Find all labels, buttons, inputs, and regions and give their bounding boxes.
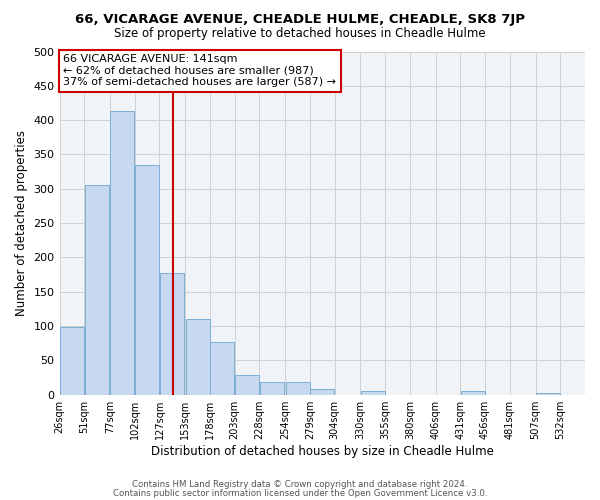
Text: Contains public sector information licensed under the Open Government Licence v3: Contains public sector information licen…	[113, 488, 487, 498]
Bar	[211, 342, 234, 394]
Bar	[536, 392, 560, 394]
Text: Contains HM Land Registry data © Crown copyright and database right 2024.: Contains HM Land Registry data © Crown c…	[132, 480, 468, 489]
Bar	[185, 319, 209, 394]
Bar	[60, 327, 84, 394]
Bar	[135, 165, 159, 394]
Text: Size of property relative to detached houses in Cheadle Hulme: Size of property relative to detached ho…	[114, 28, 486, 40]
X-axis label: Distribution of detached houses by size in Cheadle Hulme: Distribution of detached houses by size …	[151, 444, 494, 458]
Bar	[260, 382, 284, 394]
Y-axis label: Number of detached properties: Number of detached properties	[15, 130, 28, 316]
Bar	[110, 111, 134, 395]
Bar	[160, 273, 184, 394]
Text: 66, VICARAGE AVENUE, CHEADLE HULME, CHEADLE, SK8 7JP: 66, VICARAGE AVENUE, CHEADLE HULME, CHEA…	[75, 12, 525, 26]
Bar	[235, 376, 259, 394]
Bar	[361, 390, 385, 394]
Bar	[286, 382, 310, 394]
Bar	[461, 392, 485, 394]
Bar	[310, 389, 334, 394]
Text: 66 VICARAGE AVENUE: 141sqm
← 62% of detached houses are smaller (987)
37% of sem: 66 VICARAGE AVENUE: 141sqm ← 62% of deta…	[64, 54, 337, 88]
Bar	[85, 186, 109, 394]
